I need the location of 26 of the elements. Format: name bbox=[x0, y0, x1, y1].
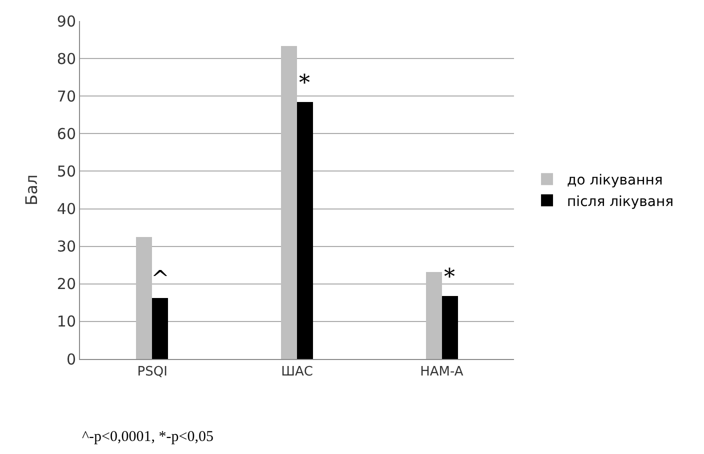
bar bbox=[442, 296, 458, 359]
y-tick-label: 10 bbox=[56, 312, 76, 331]
bar bbox=[281, 46, 297, 359]
bar bbox=[136, 237, 152, 359]
bar bbox=[426, 272, 442, 359]
bar bbox=[152, 298, 168, 359]
y-tick-label: 50 bbox=[56, 162, 76, 180]
y-tick-label: 60 bbox=[56, 124, 76, 143]
x-tick-label: PSQI bbox=[137, 364, 168, 380]
y-tick-label: 20 bbox=[56, 275, 76, 294]
y-tick-label: 30 bbox=[56, 238, 76, 256]
legend-label: до лікування bbox=[567, 172, 663, 189]
annotation: * bbox=[299, 71, 310, 96]
y-tick-label: 70 bbox=[56, 87, 76, 106]
y-tick-label: 80 bbox=[56, 50, 76, 68]
x-tick-label: HAM-A bbox=[420, 364, 464, 380]
bar bbox=[297, 102, 313, 359]
y-tick-label: 40 bbox=[56, 200, 76, 218]
y-axis-title: Бал bbox=[22, 174, 41, 206]
legend-label: після лікуваня bbox=[567, 194, 674, 210]
y-tick-label: 90 bbox=[56, 12, 76, 30]
annotation: ^ bbox=[151, 267, 170, 292]
text: ^-p<0,0001, *-p<0,05 bbox=[82, 429, 214, 445]
y-tick-label: 0 bbox=[66, 350, 76, 368]
x-tick-label: ШАС bbox=[281, 364, 313, 380]
annotation: * bbox=[444, 265, 455, 290]
